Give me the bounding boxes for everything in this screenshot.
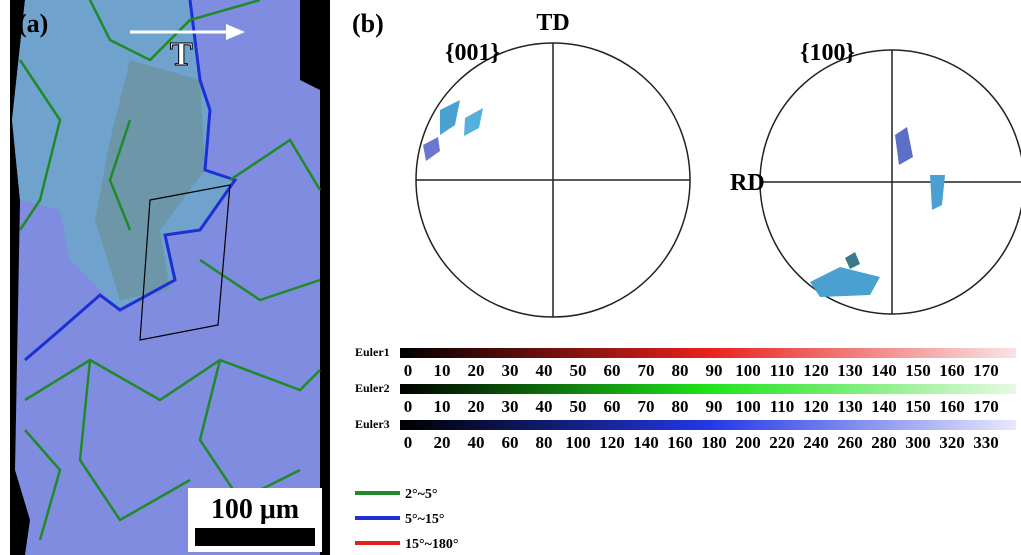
color-bar-tick: 320: [939, 433, 965, 452]
scale-bar-label: 100 μm: [211, 494, 299, 525]
color-bar-tick: 160: [667, 433, 693, 452]
color-bar-tick: 0: [404, 433, 413, 452]
color-bar-tick: 20: [468, 361, 485, 380]
color-bar-tick: 120: [599, 433, 625, 452]
color-bar-tick: 140: [871, 397, 897, 416]
color-bar-tick: 60: [604, 361, 621, 380]
color-bar-tick: 110: [770, 397, 795, 416]
axis-label: TD: [536, 10, 569, 36]
color-bar-tick: 130: [837, 397, 863, 416]
page: {"panel_a": {"label": "(a)", "arrow_labe…: [0, 0, 1021, 555]
color-bar-tick: 10: [434, 361, 451, 380]
color-bar-tick: 100: [735, 361, 761, 380]
color-bar-tick: 20: [468, 397, 485, 416]
color-bar: [400, 348, 1016, 358]
pole-cluster: [845, 252, 860, 269]
color-bar-tick: 170: [973, 397, 999, 416]
color-bar-name: Euler2: [355, 381, 390, 395]
color-bar-tick: 280: [871, 433, 897, 452]
arrow-label: T: [170, 36, 193, 73]
color-bar-tick: 260: [837, 433, 863, 452]
pole-scatter: [423, 100, 945, 297]
color-bar-tick: 330: [973, 433, 999, 452]
color-bar: [400, 384, 1016, 394]
color-bar-tick: 240: [803, 433, 829, 452]
legend-label: 15°~180°: [405, 537, 458, 552]
pole-cluster: [895, 127, 913, 165]
color-bar-tick: 110: [770, 361, 795, 380]
color-bar-tick: 140: [871, 361, 897, 380]
color-bar-tick: 60: [502, 433, 519, 452]
color-bar-tick: 220: [769, 433, 795, 452]
color-bar-tick: 40: [468, 433, 485, 452]
color-bar-tick: 70: [638, 397, 655, 416]
pole-figure-title: {100}: [800, 40, 855, 66]
panel-label: (a): [18, 9, 48, 38]
axis-label: RD: [730, 170, 765, 196]
color-bar-tick: 150: [905, 397, 931, 416]
legend-label: 5°~15°: [405, 512, 444, 527]
color-bar-tick: 40: [536, 397, 553, 416]
pole-figure-frames: [416, 43, 1021, 317]
color-bar-tick: 180: [701, 433, 727, 452]
color-bar-tick: 160: [939, 361, 965, 380]
color-bar-tick: 20: [434, 433, 451, 452]
pole-cluster: [810, 267, 880, 297]
legend: 2°~5° 5°~15° 15°~180°: [355, 487, 458, 552]
color-bar-tick: 10: [434, 397, 451, 416]
pole-cluster: [440, 100, 460, 135]
color-bar: [400, 420, 1016, 430]
color-bar-tick: 160: [939, 397, 965, 416]
pole-cluster: [464, 108, 483, 136]
panel-label: (b): [352, 9, 384, 38]
color-bar-tick: 150: [905, 361, 931, 380]
color-bar-tick: 60: [604, 397, 621, 416]
color-bar-name: Euler3: [355, 417, 390, 431]
color-bar-tick: 40: [536, 361, 553, 380]
color-bar-tick: 130: [837, 361, 863, 380]
color-bar-tick: 300: [905, 433, 931, 452]
color-bar-tick: 80: [536, 433, 553, 452]
pole-cluster: [423, 137, 440, 161]
scale-bar: [195, 528, 315, 546]
color-bar-tick: 80: [672, 361, 689, 380]
color-bar-tick: 0: [404, 397, 413, 416]
color-bar-tick: 30: [502, 397, 519, 416]
color-bar-tick: 120: [803, 361, 829, 380]
color-bar-name: Euler1: [355, 345, 390, 359]
color-bar-tick: 80: [672, 397, 689, 416]
pole-cluster: [930, 175, 945, 210]
body: (a) T 100 μm (b) {001} TD {100} RD Euler…: [0, 0, 1021, 555]
color-bar-tick: 200: [735, 433, 761, 452]
color-bar-tick: 90: [706, 361, 723, 380]
color-bar-tick: 0: [404, 361, 413, 380]
color-bar-tick: 140: [633, 433, 659, 452]
color-bar-tick: 50: [570, 397, 587, 416]
figure: (a) T 100 μm (b) {001} TD {100} RD Euler…: [0, 0, 1021, 555]
color-bar-tick: 70: [638, 361, 655, 380]
color-bar-tick: 170: [973, 361, 999, 380]
color-bar-tick: 90: [706, 397, 723, 416]
pole-figure-title: {001}: [445, 40, 500, 66]
color-bar-tick: 100: [565, 433, 591, 452]
legend-label: 2°~5°: [405, 487, 437, 502]
color-bar-tick: 100: [735, 397, 761, 416]
color-bar-tick: 30: [502, 361, 519, 380]
color-bar-tick: 50: [570, 361, 587, 380]
color-bar-tick: 120: [803, 397, 829, 416]
